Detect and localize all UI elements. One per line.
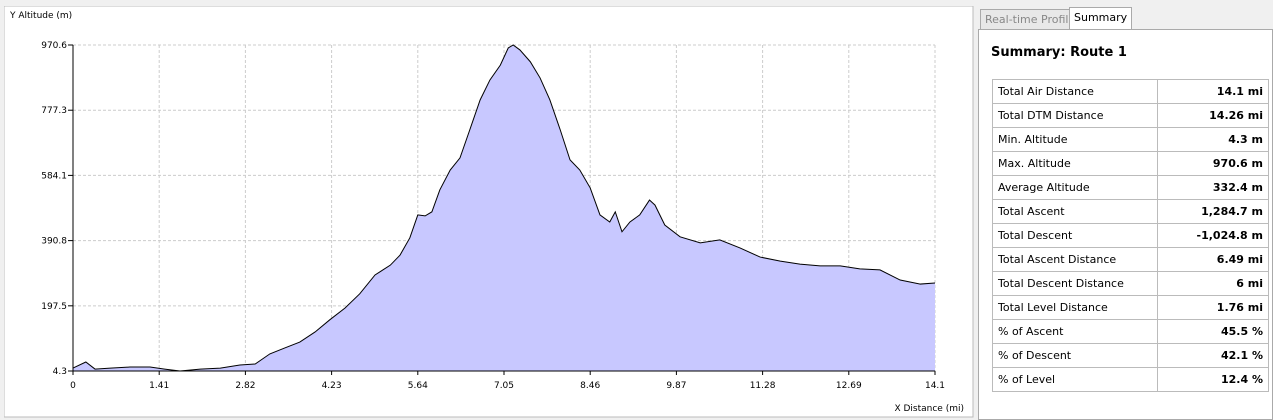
x-tick-label: 9.87 [666,381,686,391]
summary-value: 332.4 m [1157,175,1269,200]
summary-panel: Summary: Route 1 Total Air Distance 14.1 … [978,29,1273,420]
summary-row: Max. Altitude 970.6 m [992,151,1269,176]
x-tick-label: 2.82 [235,381,255,391]
y-tick-label: 390.8 [41,237,67,247]
summary-row: Total Ascent Distance 6.49 mi [992,247,1269,272]
summary-key: Average Altitude [992,175,1158,200]
summary-row: Total DTM Distance 14.26 mi [992,103,1269,128]
y-tick-label: 4.3 [53,367,67,377]
summary-value: 45.5 % [1157,319,1269,344]
summary-value: 42.1 % [1157,343,1269,368]
x-tick-label: 12.69 [836,381,862,391]
summary-key: Total DTM Distance [992,103,1158,128]
y-tick-label: 777.3 [41,106,67,116]
x-tick-label: 5.64 [408,381,428,391]
x-tick-label: 1.41 [149,381,169,391]
profile-line [72,44,936,372]
summary-value: 14.26 mi [1157,103,1269,128]
summary-key: Total Ascent Distance [992,247,1158,272]
y-axis-label: Y Altitude (m) [9,11,72,21]
y-tick-label: 197.5 [41,302,67,312]
summary-row: Total Air Distance 14.1 mi [992,79,1269,104]
summary-value: 970.6 m [1157,151,1269,176]
x-axis-label: X Distance (mi) [894,404,964,414]
summary-table: Total Air Distance 14.1 mi Total DTM Dista… [992,79,1269,392]
summary-title: Summary: Route 1 [991,45,1127,60]
summary-key: Total Level Distance [992,295,1158,320]
tab[interactable]: Summary [1069,7,1133,30]
summary-key: % of Descent [992,343,1158,368]
summary-row: % of Level 12.4 % [992,367,1269,392]
summary-value: 6.49 mi [1157,247,1269,272]
x-tick-label: 7.05 [494,381,514,391]
summary-value: 4.3 m [1157,127,1269,152]
summary-key: % of Level [992,367,1158,392]
summary-key: Total Descent Distance [992,271,1158,296]
profile-chart: Y Altitude (m) X Distance (mi) 4.3 197.5 3… [4,6,974,418]
summary-row: Total Descent Distance 6 mi [992,271,1269,296]
y-tick-label: 970.6 [41,41,67,51]
summary-key: Total Ascent [992,199,1158,224]
summary-key: Total Air Distance [992,79,1158,104]
summary-value: 6 mi [1157,271,1269,296]
x-tick-label: 14.1 [925,381,945,391]
summary-key: Total Descent [992,223,1158,248]
y-tick-label: 584.1 [41,171,67,181]
summary-value: -1,024.8 m [1157,223,1269,248]
area [73,45,935,371]
summary-key: % of Ascent [992,319,1158,344]
summary-row: Total Level Distance 1.76 mi [992,295,1269,320]
summary-value: 1.76 mi [1157,295,1269,320]
summary-value: 12.4 % [1157,367,1269,392]
summary-value: 14.1 mi [1157,79,1269,104]
x-tick-label: 11.28 [750,381,776,391]
summary-key: Max. Altitude [992,151,1158,176]
summary-row: % of Descent 42.1 % [992,343,1269,368]
summary-key: Min. Altitude [992,127,1158,152]
x-tick-label: 4.23 [322,381,342,391]
summary-row: Total Descent -1,024.8 m [992,223,1269,248]
side-panel: Real-time Profile Summary Summary: Route… [978,6,1273,420]
summary-row: Total Ascent 1,284.7 m [992,199,1269,224]
summary-value: 1,284.7 m [1157,199,1269,224]
summary-row: % of Ascent 45.5 % [992,319,1269,344]
x-tick-label: 8.46 [580,381,600,391]
summary-row: Average Altitude 332.4 m [992,175,1269,200]
summary-row: Min. Altitude 4.3 m [992,127,1269,152]
tab[interactable]: Real-time Profile [980,9,1081,30]
x-tick-label: 0 [70,381,76,391]
